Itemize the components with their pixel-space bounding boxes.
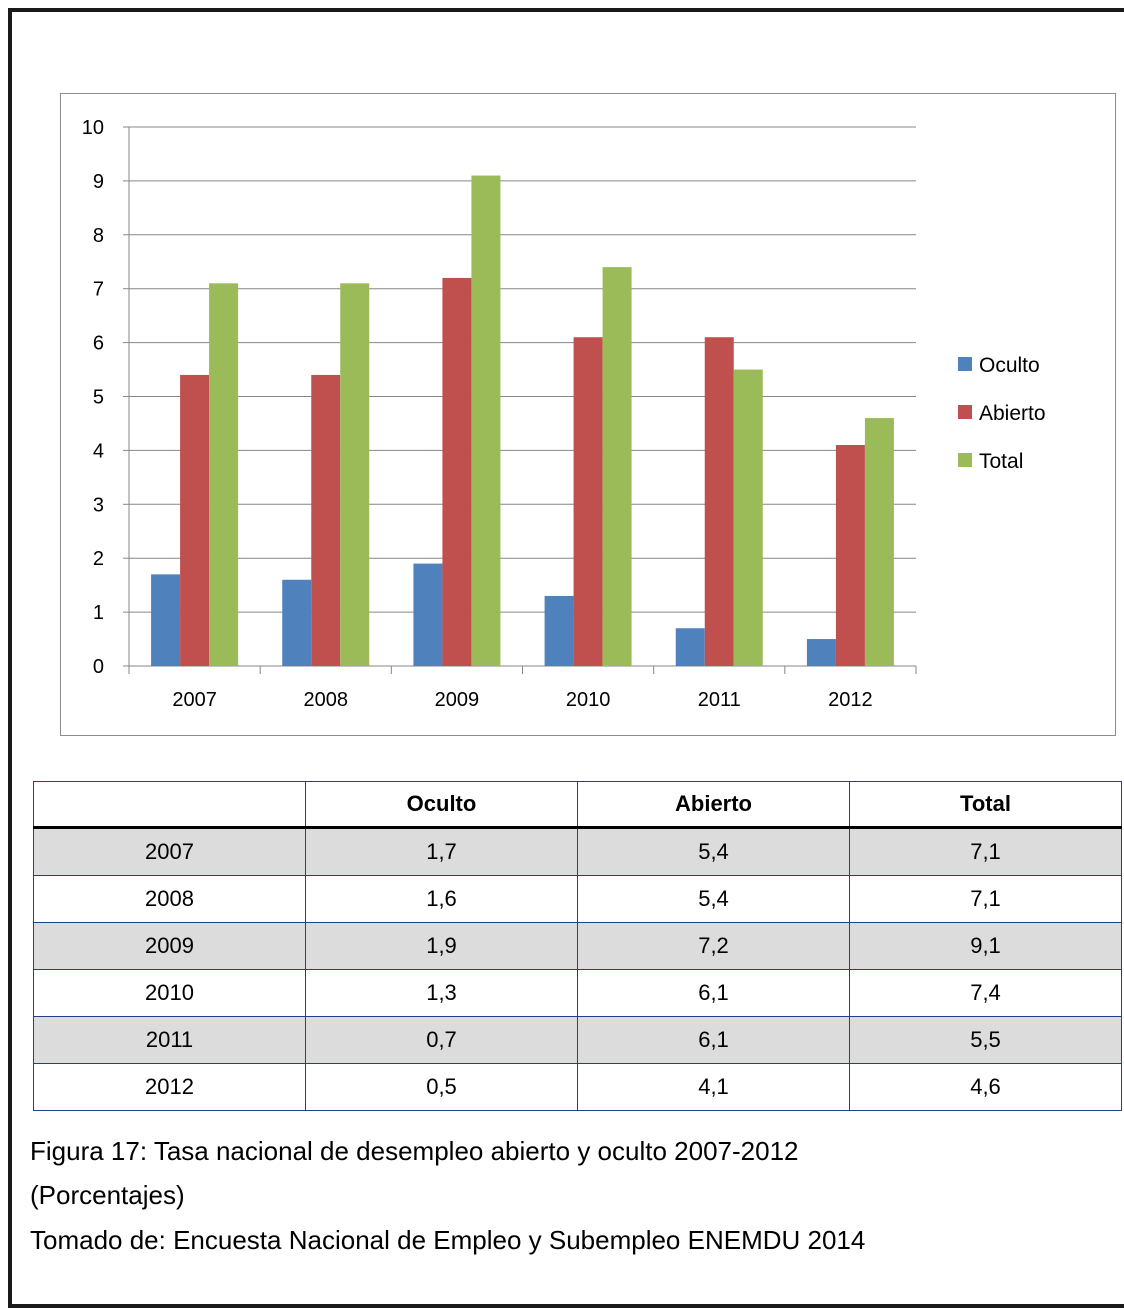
bar-abierto [442, 277, 472, 666]
table-row: 2008 1,6 5,4 7,1 [33, 875, 1122, 923]
bar-total [733, 369, 763, 666]
y-tick-label: 6 [93, 333, 104, 355]
table-cell: 1,6 [305, 875, 578, 923]
bar-abierto [835, 445, 865, 666]
bar-oculto [806, 639, 836, 666]
legend-swatch [958, 453, 972, 467]
header-cell: Abierto [577, 781, 850, 829]
x-tick-label: 2009 [435, 689, 480, 711]
bar-total [864, 418, 894, 666]
bar-total [471, 175, 501, 666]
table-cell: 0,5 [305, 1063, 578, 1111]
legend-swatch [958, 357, 972, 371]
x-tick-label: 2011 [698, 689, 741, 711]
table-row: 2009 1,9 7,2 9,1 [33, 922, 1122, 970]
bar-abierto [180, 374, 210, 666]
y-tick-label: 0 [93, 656, 104, 678]
table-cell: 9,1 [849, 922, 1122, 970]
bar-oculto [151, 574, 181, 666]
legend-label: Abierto [979, 402, 1046, 425]
header-cell: Total [849, 781, 1122, 829]
bar-abierto [311, 374, 341, 666]
table-cell: 1,3 [305, 969, 578, 1017]
bar-oculto [413, 563, 443, 666]
legend-label: Oculto [979, 354, 1040, 377]
header-cell: Oculto [305, 781, 578, 829]
x-tick-label: 2012 [828, 689, 873, 711]
table-header-row: Oculto Abierto Total [33, 781, 1122, 829]
bar-abierto [704, 337, 734, 666]
y-tick-label: 2 [93, 548, 104, 570]
data-table: Oculto Abierto Total 2007 1,7 5,4 7,1 20… [33, 781, 1122, 1111]
x-tick-label: 2010 [566, 689, 611, 711]
bar-abierto [573, 337, 603, 666]
table-cell: 5,4 [577, 875, 850, 923]
bar-total [209, 283, 239, 666]
figure-caption-units: (Porcentajes) [30, 1180, 185, 1210]
header-cell [33, 781, 306, 829]
y-tick-label: 4 [93, 440, 104, 462]
y-tick-label: 10 [82, 117, 104, 139]
table-cell: 5,5 [849, 1016, 1122, 1064]
bar-oculto [544, 595, 574, 666]
table-cell: 6,1 [577, 1016, 850, 1064]
y-tick-label: 5 [93, 387, 104, 409]
table-cell: 2011 [33, 1016, 306, 1064]
table-cell: 7,1 [849, 875, 1122, 923]
table-cell: 5,4 [577, 827, 850, 876]
figure-caption: Figura 17: Tasa nacional de desempleo ab… [30, 1136, 799, 1166]
table-cell: 4,6 [849, 1063, 1122, 1111]
y-tick-label: 8 [93, 225, 104, 247]
bar-oculto [282, 579, 312, 666]
table-cell: 2009 [33, 922, 306, 970]
table-cell: 2010 [33, 969, 306, 1017]
bar-oculto [675, 628, 705, 666]
table-cell: 7,2 [577, 922, 850, 970]
table-cell: 6,1 [577, 969, 850, 1017]
chart-area: 0 1 2 3 4 5 6 7 8 9 10 2007 2008 2009 2010 2011 2012 Ocul… [60, 93, 1116, 736]
table-cell: 0,7 [305, 1016, 578, 1064]
bar-chart: 0 1 2 3 4 5 6 7 8 9 10 2007 2008 2009 2010 2011 2012 Ocul… [82, 117, 1046, 711]
y-tick-label: 9 [93, 171, 104, 193]
table-row: 2010 1,3 6,1 7,4 [33, 969, 1122, 1017]
x-tick-label: 2008 [304, 689, 349, 711]
y-tick-label: 7 [93, 279, 104, 301]
table-row: 2007 1,7 5,4 7,1 [33, 827, 1122, 876]
table-cell: 7,1 [849, 827, 1122, 876]
x-tick-label: 2007 [172, 689, 217, 711]
legend-label: Total [979, 450, 1023, 473]
bar-total [340, 283, 370, 666]
y-tick-label: 1 [93, 602, 104, 624]
table-cell: 1,7 [305, 827, 578, 876]
table-cell: 2012 [33, 1063, 306, 1111]
y-tick-label: 3 [93, 494, 104, 516]
legend-swatch [958, 405, 972, 419]
bar-total [602, 267, 632, 666]
table-row: 2012 0,5 4,1 4,6 [33, 1063, 1122, 1111]
table-cell: 7,4 [849, 969, 1122, 1017]
table-cell: 2007 [33, 827, 306, 876]
table-row: 2011 0,7 6,1 5,5 [33, 1016, 1122, 1064]
figure-source: Tomado de: Encuesta Nacional de Empleo y… [30, 1225, 866, 1255]
table-cell: 2008 [33, 875, 306, 923]
table-cell: 1,9 [305, 922, 578, 970]
table-cell: 4,1 [577, 1063, 850, 1111]
